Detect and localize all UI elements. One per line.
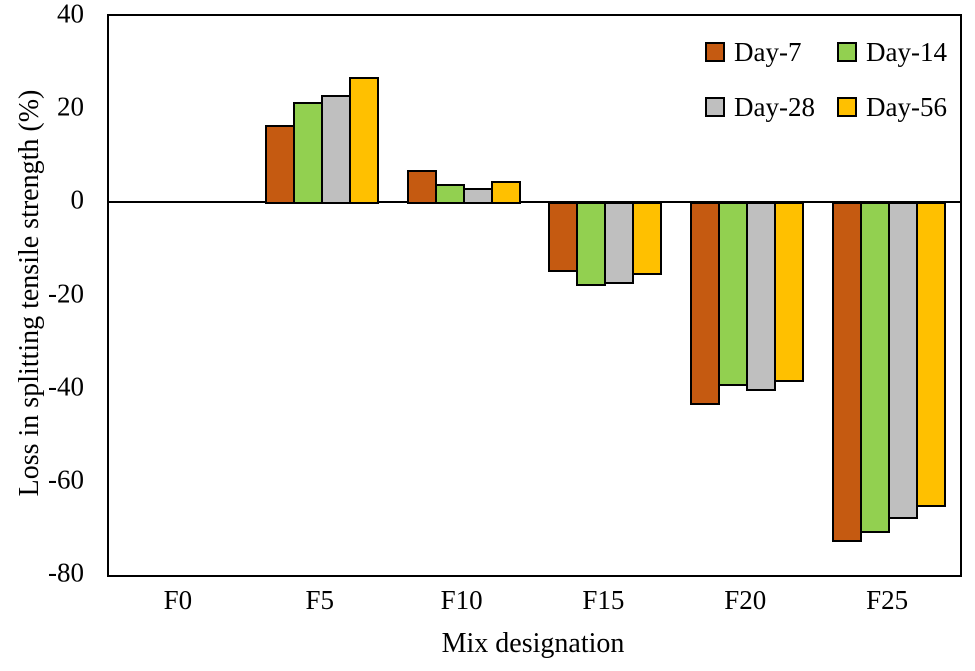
plot-area: Day-7 Day-14 Day-28 Day-56 xyxy=(107,14,962,577)
x-tick-label-f25: F25 xyxy=(866,585,909,615)
legend-swatch-day-14 xyxy=(837,42,857,62)
bar-day-56-f20 xyxy=(774,202,805,382)
bar-day-14-f20 xyxy=(718,202,749,387)
bar-day-14-f25 xyxy=(860,202,891,534)
bar-day-56-f5 xyxy=(348,76,379,205)
bar-day-7-f15 xyxy=(548,202,579,273)
bar-day-28-f15 xyxy=(604,202,635,284)
x-axis-title: Mix designation xyxy=(441,628,625,659)
y-tick-label--40: -40 xyxy=(48,371,84,402)
legend-label-day-56: Day-56 xyxy=(866,92,947,122)
y-tick-label-0: 0 xyxy=(70,184,85,215)
y-tick-label--20: -20 xyxy=(48,278,84,308)
bar-day-7-f20 xyxy=(690,202,721,405)
y-tick-label--60: -60 xyxy=(48,464,84,495)
y-tick-label--80: -80 xyxy=(48,557,84,588)
legend-label-day-14: Day-14 xyxy=(866,37,947,67)
zero-axis-line xyxy=(109,201,960,204)
x-tick-label-f20: F20 xyxy=(724,585,767,615)
bar-day-56-f15 xyxy=(632,202,663,275)
bar-day-28-f5 xyxy=(320,95,351,205)
bar-day-7-f25 xyxy=(832,202,863,543)
legend-entry-day-7: Day-7 xyxy=(705,37,801,67)
x-tick-label-f10: F10 xyxy=(440,585,483,615)
y-tick-label-20: 20 xyxy=(57,91,84,122)
bar-day-28-f20 xyxy=(746,202,777,391)
legend-entry-day-14: Day-14 xyxy=(837,37,947,67)
bar-day-14-f15 xyxy=(576,202,607,287)
legend-swatch-day-7 xyxy=(705,42,725,62)
y-tick-label-40: 40 xyxy=(57,0,84,29)
bar-day-28-f25 xyxy=(888,202,919,520)
legend-entry-day-28: Day-28 xyxy=(705,92,815,122)
legend-label-day-7: Day-7 xyxy=(734,37,802,67)
bar-day-14-f5 xyxy=(292,102,323,205)
bar-day-56-f25 xyxy=(916,202,947,508)
legend-label-day-28: Day-28 xyxy=(734,92,815,122)
x-tick-label-f15: F15 xyxy=(582,585,625,615)
x-tick-label-f0: F0 xyxy=(163,585,193,615)
bar-day-28-f10 xyxy=(462,188,493,205)
legend-entry-day-56: Day-56 xyxy=(837,92,947,122)
legend-swatch-day-56 xyxy=(837,97,857,117)
bar-day-56-f10 xyxy=(490,181,521,205)
x-tick-label-f5: F5 xyxy=(305,585,335,615)
bar-day-7-f5 xyxy=(264,125,295,205)
legend-swatch-day-28 xyxy=(705,97,725,117)
bar-day-14-f10 xyxy=(434,183,465,205)
bar-day-7-f10 xyxy=(406,169,437,205)
